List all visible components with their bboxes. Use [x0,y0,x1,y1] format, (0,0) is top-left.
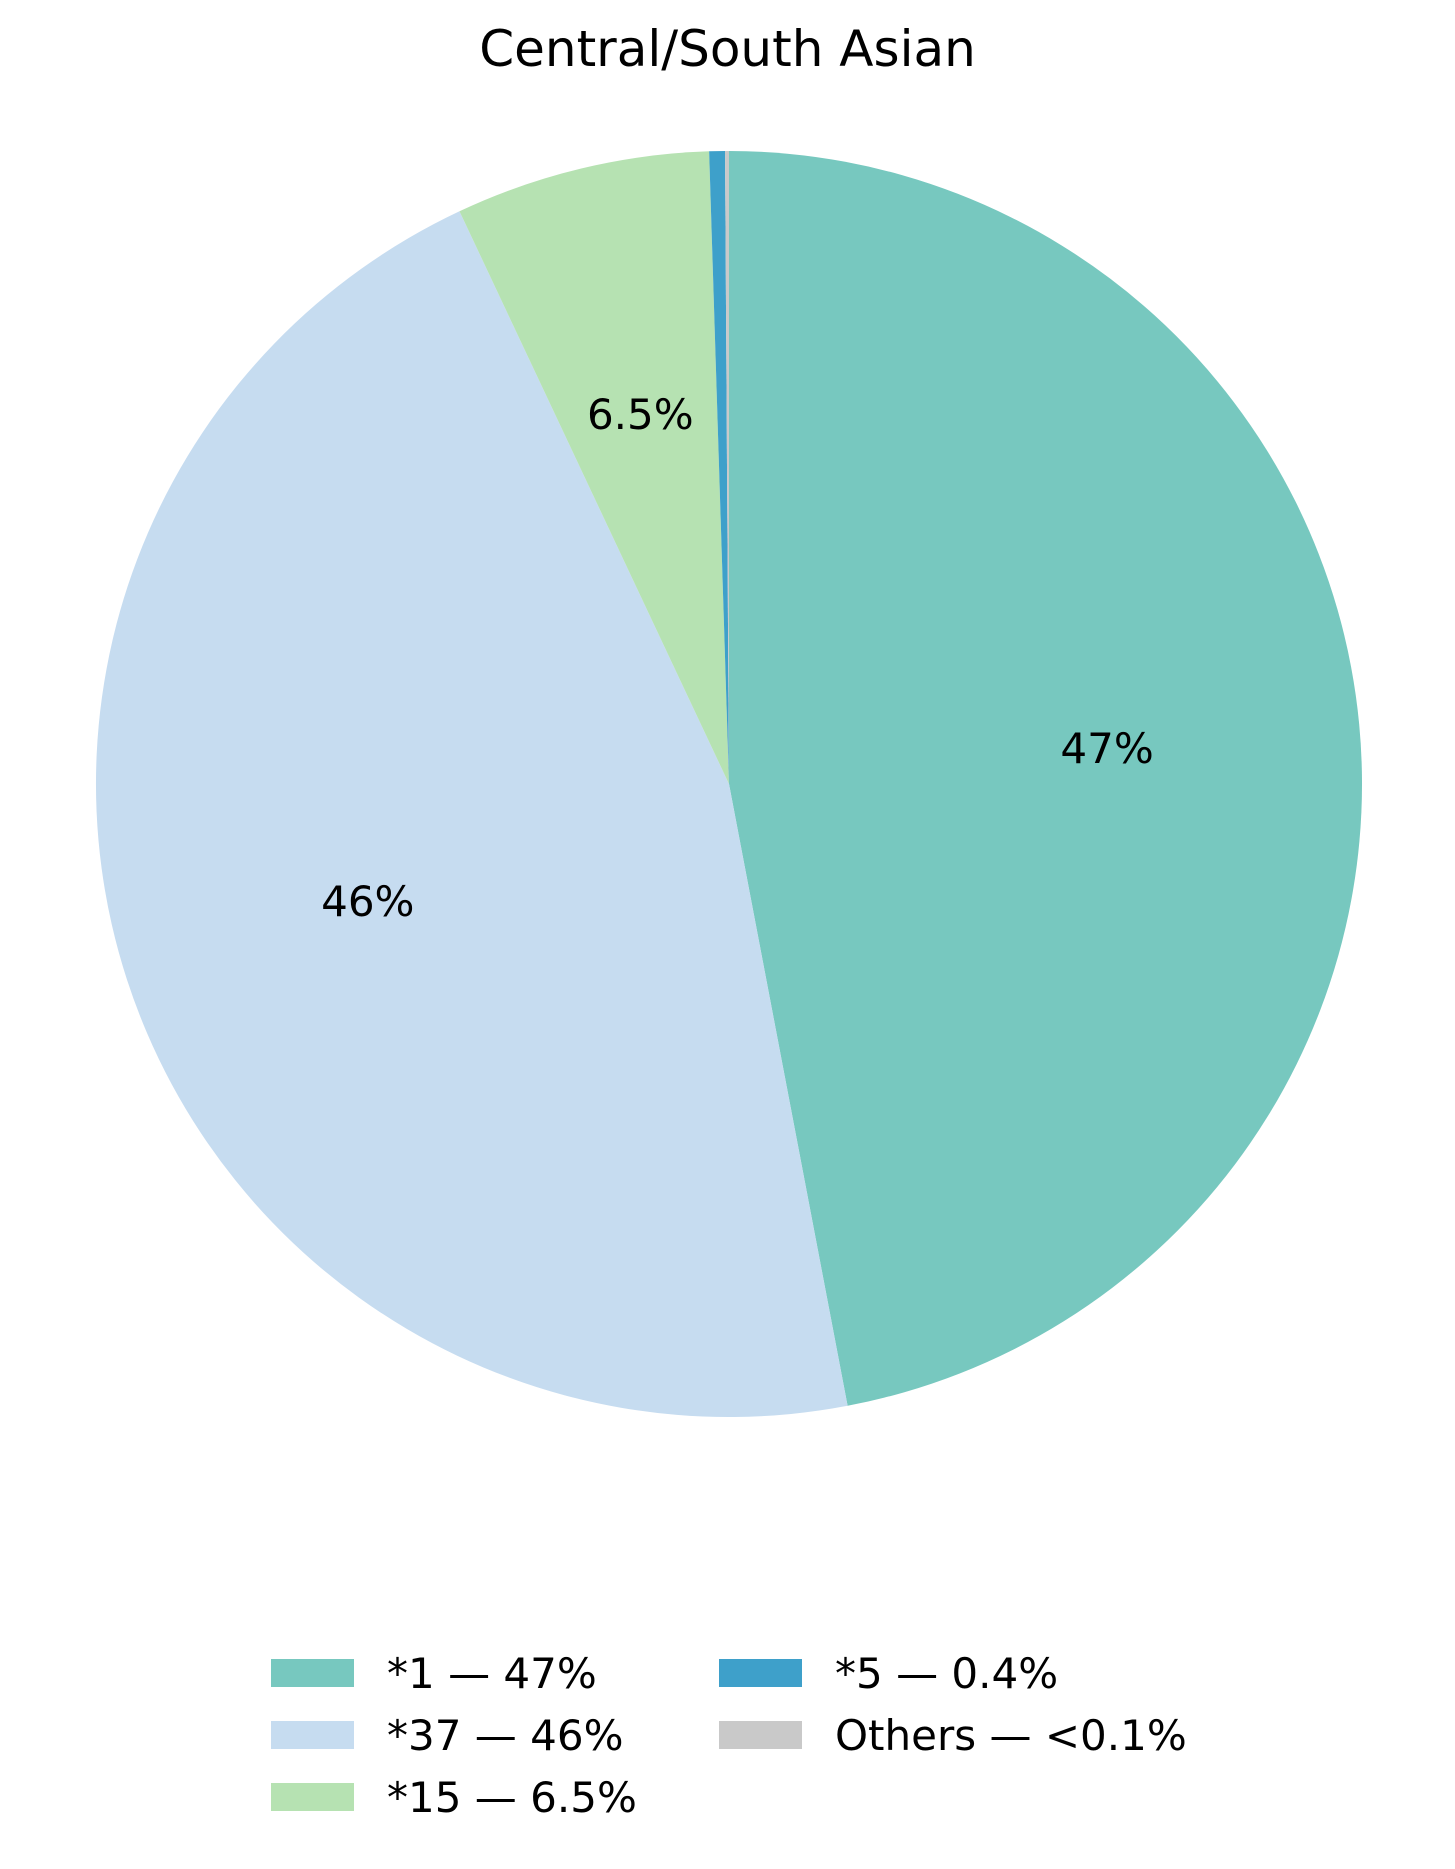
chart-title: Central/South Asian [479,20,976,78]
legend-item-others: Others — <0.1% [719,1704,1187,1766]
slice-percent-label-1: 47% [1060,724,1153,773]
legend-label-1: *1 — 47% [387,1648,597,1698]
legend-item-15: *15 — 6.5% [271,1766,719,1828]
slice-percent-label-15: 6.5% [587,390,694,439]
legend-swatch-15 [271,1783,354,1811]
legend-item-37: *37 — 46% [271,1704,719,1766]
legend-label-37: *37 — 46% [387,1710,624,1760]
pie-slice-1 [729,151,1363,1406]
legend-column-2: *5 — 0.4% Others — <0.1% [719,1642,1187,1828]
legend-item-5: *5 — 0.4% [719,1642,1187,1704]
legend-label-5: *5 — 0.4% [835,1648,1059,1698]
legend-label-others: Others — <0.1% [835,1710,1187,1760]
legend-swatch-others [719,1721,802,1749]
legend-swatch-37 [271,1721,354,1749]
pie-slice-37 [95,211,848,1418]
pie-slice-15 [459,151,729,784]
legend-item-1: *1 — 47% [271,1642,719,1704]
legend: *1 — 47% *37 — 46% *15 — 6.5% *5 — 0.4% … [271,1642,1187,1828]
pie-slice-5 [709,151,729,784]
pie-slice-others [725,150,729,784]
legend-label-15: *15 — 6.5% [387,1772,637,1822]
slice-percent-label-37: 46% [321,877,414,926]
legend-column-1: *1 — 47% *37 — 46% *15 — 6.5% [271,1642,719,1828]
legend-swatch-1 [271,1659,354,1687]
legend-swatch-5 [719,1659,802,1687]
